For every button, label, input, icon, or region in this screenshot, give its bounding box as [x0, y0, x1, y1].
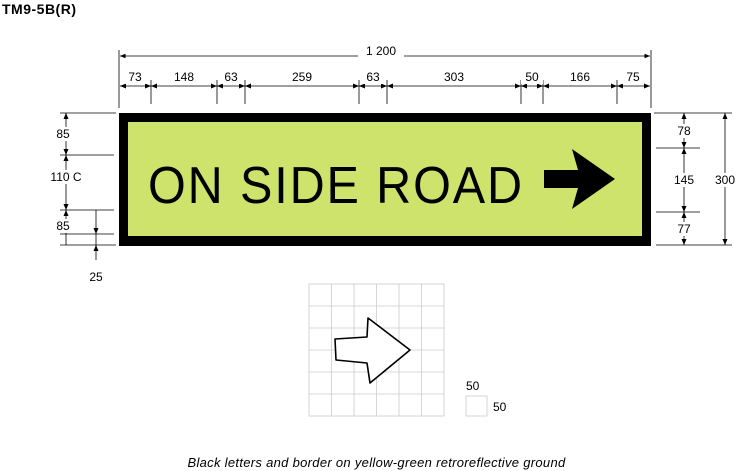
- sign-code-title: TM9-5B(R): [2, 1, 77, 17]
- dim-left-border: 25: [89, 270, 103, 284]
- dim-h-3: 259: [292, 70, 312, 84]
- dim-h-7: 166: [570, 70, 590, 84]
- segment-ticks: [120, 83, 650, 89]
- dim-h-5: 303: [444, 70, 464, 84]
- grid-cell-height-label: 50: [493, 400, 507, 414]
- arrow-outline-icon: [334, 317, 411, 384]
- sign: ON SIDE ROAD: [119, 113, 651, 246]
- sign-drawing: 1 200 73 148 63 259 63 303 50 166 75: [44, 44, 741, 417]
- dim-h-8: 75: [626, 70, 640, 84]
- dim-left-middle: 110 C: [50, 170, 81, 184]
- caption: Black letters and border on yellow-green…: [187, 455, 566, 470]
- top-dimension-labels: 1 200 73 148 63 259 63 303 50 166 75: [124, 44, 644, 84]
- dim-right-overall-height: 300: [715, 173, 735, 187]
- dim-h-1: 148: [174, 70, 194, 84]
- dim-left-bottom: 85: [56, 219, 70, 233]
- dim-h-6: 50: [525, 70, 539, 84]
- right-arrow-icon: [544, 149, 615, 209]
- dim-h-2: 63: [224, 70, 238, 84]
- dim-left-top: 85: [56, 127, 70, 141]
- dim-right-top: 78: [677, 124, 691, 138]
- dim-right-middle: 145: [674, 173, 694, 187]
- overall-width-label: 1 200: [366, 44, 396, 58]
- right-dimension-labels: 78 145 77 300: [668, 124, 741, 236]
- grid-unit-legend: 50 50: [465, 379, 507, 417]
- dim-right-bottom: 77: [677, 222, 691, 236]
- grid-cell-width-label: 50: [466, 379, 480, 393]
- left-dimension-labels: 85 110 C 85 25: [44, 127, 103, 284]
- grid-unit-box: [465, 395, 488, 417]
- right-dimension-arrows: [681, 113, 728, 245]
- dim-h-0: 73: [128, 70, 142, 84]
- dim-h-4: 63: [366, 70, 380, 84]
- sign-legend: ON SIDE ROAD: [148, 157, 524, 215]
